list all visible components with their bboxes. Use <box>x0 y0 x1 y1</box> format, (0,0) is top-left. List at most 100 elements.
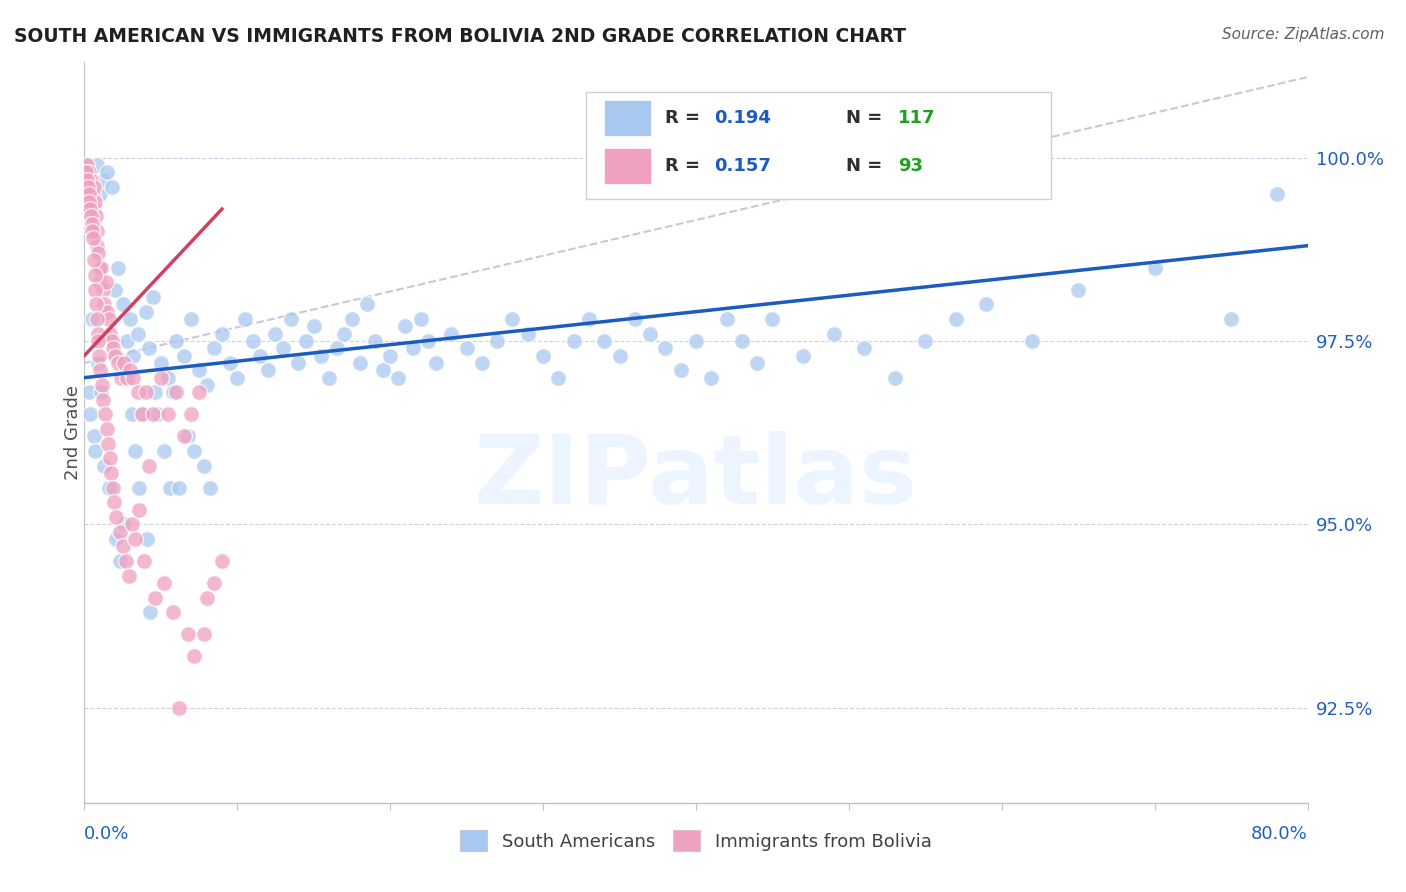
Point <box>233 312 256 326</box>
Point <box>82 187 104 202</box>
Point <box>110 370 132 384</box>
Point <box>121 517 143 532</box>
Point <box>139 605 162 619</box>
Point <box>731 334 754 348</box>
Point <box>914 334 936 348</box>
Point <box>183 649 205 664</box>
Point <box>1265 187 1288 202</box>
Point <box>143 385 166 400</box>
FancyBboxPatch shape <box>605 100 651 136</box>
Point <box>153 444 176 458</box>
Point <box>97 436 120 450</box>
Point <box>76 158 98 172</box>
Point <box>188 363 211 377</box>
Point <box>157 407 180 421</box>
Point <box>87 246 110 260</box>
Point <box>202 575 225 590</box>
Point <box>226 370 249 384</box>
Point <box>302 319 325 334</box>
Point <box>79 202 101 216</box>
Text: N =: N = <box>846 109 889 127</box>
Point <box>94 407 117 421</box>
Point <box>1220 312 1243 326</box>
Point <box>669 363 692 377</box>
Point <box>1021 334 1043 348</box>
Point <box>89 187 111 202</box>
Point <box>638 326 661 341</box>
Point <box>177 429 200 443</box>
Point <box>91 283 114 297</box>
Point <box>333 326 356 341</box>
Point <box>325 341 347 355</box>
Point <box>124 444 146 458</box>
Point <box>118 568 141 582</box>
Point <box>131 407 153 421</box>
Point <box>747 356 769 370</box>
Point <box>77 172 100 186</box>
Point <box>97 481 120 495</box>
Point <box>111 539 134 553</box>
Point <box>96 304 118 318</box>
Point <box>108 554 131 568</box>
Point <box>402 341 425 355</box>
Point <box>89 349 111 363</box>
Point <box>471 356 494 370</box>
Point <box>91 172 114 186</box>
Point <box>128 502 150 516</box>
Point <box>82 231 104 245</box>
Point <box>409 312 432 326</box>
Text: R =: R = <box>665 109 707 127</box>
Point <box>195 378 218 392</box>
Y-axis label: 2nd Grade: 2nd Grade <box>65 385 82 480</box>
Point <box>249 349 271 363</box>
Text: SOUTH AMERICAN VS IMMIGRANTS FROM BOLIVIA 2ND GRADE CORRELATION CHART: SOUTH AMERICAN VS IMMIGRANTS FROM BOLIVI… <box>14 27 905 45</box>
Point <box>271 341 294 355</box>
Point <box>120 312 142 326</box>
Point <box>142 290 165 304</box>
Point <box>80 312 103 326</box>
Point <box>153 575 176 590</box>
Point <box>96 165 118 179</box>
Point <box>547 370 569 384</box>
Point <box>193 627 215 641</box>
Point <box>86 224 108 238</box>
Point <box>100 466 122 480</box>
Point <box>364 334 387 348</box>
Point <box>127 385 149 400</box>
Point <box>80 194 103 209</box>
Point <box>76 180 98 194</box>
Point <box>83 253 105 268</box>
Point <box>105 532 128 546</box>
Point <box>96 422 118 436</box>
Point <box>84 194 107 209</box>
Point <box>149 370 172 384</box>
Point <box>165 334 187 348</box>
Point <box>111 297 134 311</box>
Point <box>103 495 125 509</box>
Point <box>122 370 145 384</box>
Text: 117: 117 <box>898 109 935 127</box>
Text: 0.0%: 0.0% <box>84 825 129 843</box>
Point <box>211 554 233 568</box>
Point <box>82 224 104 238</box>
Point <box>349 356 371 370</box>
Text: N =: N = <box>846 157 889 175</box>
Point <box>93 297 115 311</box>
Point <box>202 341 225 355</box>
Point <box>180 312 202 326</box>
Point <box>80 172 103 186</box>
Point <box>86 312 108 326</box>
Point <box>486 334 509 348</box>
Point <box>143 591 166 605</box>
Point <box>173 349 195 363</box>
Point <box>86 158 108 172</box>
Point <box>380 349 402 363</box>
Point <box>115 334 138 348</box>
Point <box>80 217 103 231</box>
Point <box>387 370 409 384</box>
Point <box>101 180 124 194</box>
Text: 0.194: 0.194 <box>714 109 772 127</box>
Point <box>211 326 233 341</box>
Point <box>87 334 110 348</box>
Point <box>131 407 153 421</box>
